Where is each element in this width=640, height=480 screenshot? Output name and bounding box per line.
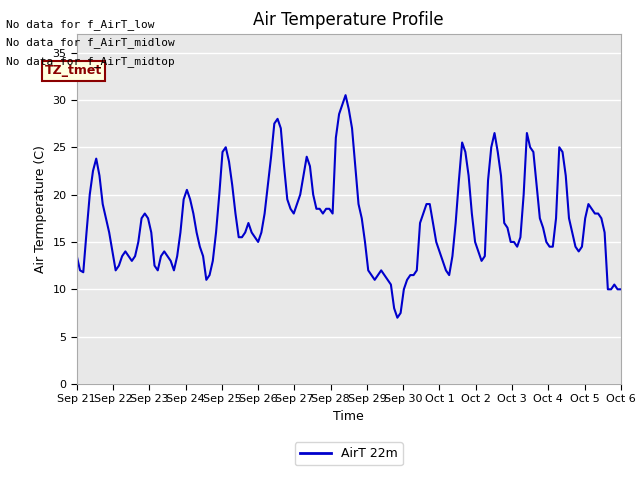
X-axis label: Time: Time <box>333 410 364 423</box>
Text: No data for f_AirT_midtop: No data for f_AirT_midtop <box>6 56 175 67</box>
Text: No data for f_AirT_midlow: No data for f_AirT_midlow <box>6 37 175 48</box>
Title: Air Temperature Profile: Air Temperature Profile <box>253 11 444 29</box>
Y-axis label: Air Termperature (C): Air Termperature (C) <box>34 145 47 273</box>
Text: No data for f_AirT_low: No data for f_AirT_low <box>6 19 155 30</box>
Text: TZ_tmet: TZ_tmet <box>45 64 102 77</box>
Legend: AirT 22m: AirT 22m <box>295 443 403 465</box>
